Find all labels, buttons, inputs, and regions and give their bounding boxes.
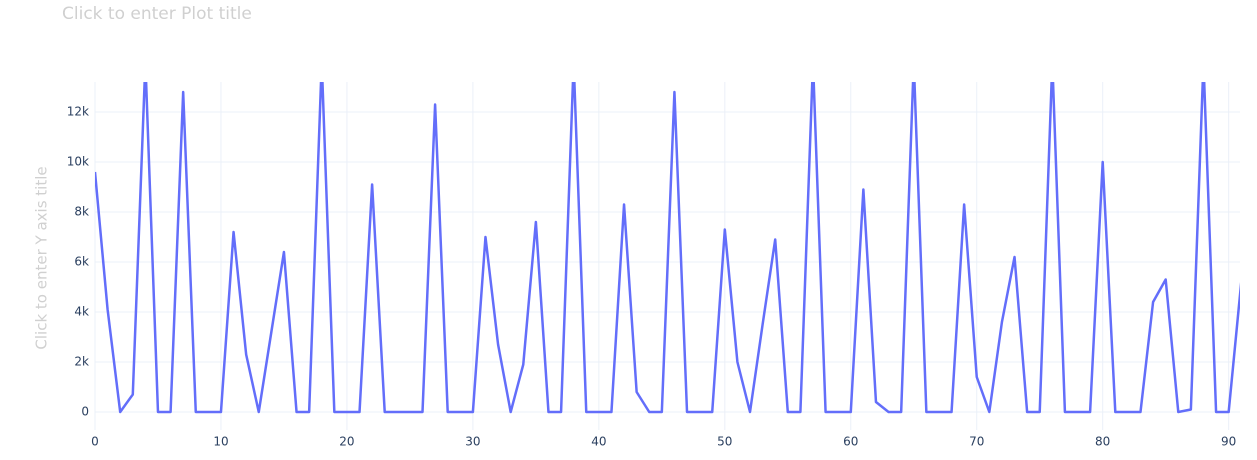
x-tick-label: 30 (465, 435, 480, 449)
chart-title[interactable]: Click to enter Plot title (62, 4, 252, 24)
y-tick-label: 6k (74, 255, 89, 269)
x-tick-label: 60 (843, 435, 858, 449)
y-tick-label: 8k (74, 205, 89, 219)
x-tick-label: 80 (1095, 435, 1110, 449)
y-tick-label: 4k (74, 305, 89, 319)
x-tick-label: 70 (969, 435, 984, 449)
x-tick-label: 40 (591, 435, 606, 449)
plot-area (95, 82, 1240, 414)
x-tick-label: 90 (1221, 435, 1236, 449)
x-tick-label: 0 (91, 435, 99, 449)
y-axis-title[interactable]: Click to enter Y axis title (33, 166, 51, 349)
data-line (95, 82, 1240, 414)
y-tick-label: 10k (67, 155, 89, 169)
y-tick-label: 12k (67, 105, 89, 119)
y-tick-label: 0 (81, 405, 89, 419)
x-tick-label: 20 (339, 435, 354, 449)
x-tick-label: 10 (213, 435, 228, 449)
y-tick-label: 2k (74, 355, 89, 369)
x-tick-label: 50 (717, 435, 732, 449)
